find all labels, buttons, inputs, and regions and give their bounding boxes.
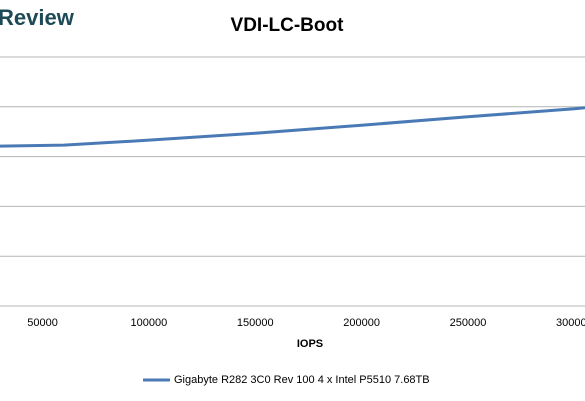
x-tick-label: 50000: [27, 317, 58, 329]
x-axis-label: IOPS: [297, 338, 323, 350]
chart-title: VDI-LC-Boot: [231, 15, 345, 36]
legend-label: Gigabyte R282 3C0 Rev 100 4 x Intel P551…: [174, 374, 430, 386]
x-tick-label: 250000: [450, 317, 487, 329]
series-line: [0, 106, 585, 148]
logo: Review: [0, 5, 75, 30]
x-tick-label: 150000: [237, 317, 274, 329]
x-tick-label: 100000: [131, 317, 168, 329]
x-tick-label: 300000: [556, 317, 585, 329]
x-tick-label: 200000: [343, 317, 380, 329]
